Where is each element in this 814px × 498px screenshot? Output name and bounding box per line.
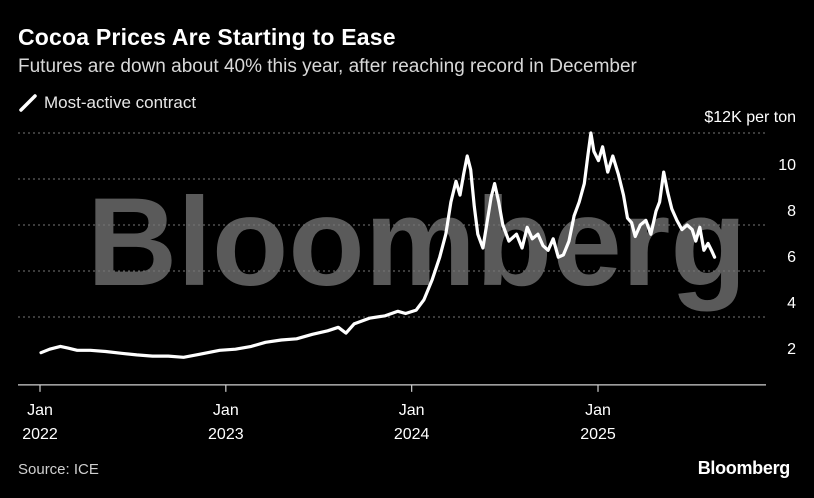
y-tick-label: 4 [787, 295, 796, 312]
y-tick-label: 2 [787, 341, 796, 358]
y-tick-label: 10 [778, 157, 796, 174]
x-tick-label-year: 2024 [394, 426, 430, 443]
cocoa-price-chart: Bloomberg 2 4 6 8 10 $12K per ton Jan 2022 Jan 2… [18, 110, 796, 443]
x-tick-label-year: 2022 [22, 426, 58, 443]
y-tick-label: 8 [787, 203, 796, 220]
x-tick-label-month: Jan [27, 402, 53, 419]
x-tick-label-year: 2023 [208, 426, 244, 443]
chart-subtitle: Futures are down about 40% this year, af… [18, 56, 637, 77]
watermark: Bloomberg [87, 173, 747, 312]
x-tick-label-month: Jan [585, 402, 611, 419]
grid [18, 132, 766, 386]
y-unit-label: $12K per ton [704, 110, 796, 126]
x-tick-label-year: 2025 [580, 426, 616, 443]
legend: Most-active contract [18, 93, 196, 113]
legend-swatch-icon [19, 94, 37, 112]
source-note: Source: ICE [18, 461, 99, 478]
chart-title: Cocoa Prices Are Starting to Ease [18, 24, 396, 50]
x-axis: Jan 2022 Jan 2023 Jan 2024 Jan 2025 [22, 384, 616, 443]
watermark-text: Bloomberg [87, 173, 747, 312]
y-axis-labels: 2 4 6 8 10 $12K per ton [704, 110, 796, 358]
series-line [39, 131, 717, 359]
x-tick-label-month: Jan [213, 402, 239, 419]
y-tick-label: 6 [787, 249, 796, 266]
legend-label: Most-active contract [44, 93, 197, 112]
series-group [39, 131, 717, 359]
brand-logo: Bloomberg [697, 458, 791, 478]
x-tick-label-month: Jan [399, 402, 425, 419]
